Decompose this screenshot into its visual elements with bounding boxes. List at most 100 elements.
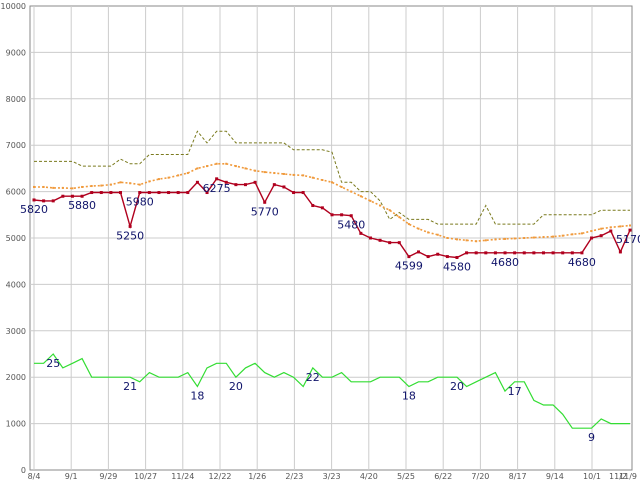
data-point [580,232,583,235]
data-point [70,194,74,198]
data-point [436,233,439,236]
data-point [340,213,344,217]
data-point [359,195,362,198]
x-tick-label: 11/2 [609,472,627,480]
data-point [119,181,122,184]
data-point [590,236,594,240]
data-point [522,251,526,255]
data-point [80,194,84,198]
series-line-avg_fast [34,163,631,243]
data-point [302,174,305,177]
data-point [513,251,517,255]
data-point [215,162,218,165]
data-point [388,241,392,245]
data-point [350,190,353,193]
data-point [311,176,314,179]
data-point [340,185,343,188]
y-tick-label: 5000 [6,234,26,243]
data-point [301,191,305,195]
data-point [561,234,564,237]
data-point [109,183,112,186]
data-label: 18 [402,389,416,402]
data-point [292,173,295,176]
data-point [282,172,285,175]
data-point [542,236,545,239]
data-point [493,251,497,255]
data-point [52,186,55,189]
data-point [417,227,420,230]
data-point [619,225,622,228]
y-tick-label: 7000 [6,141,26,150]
data-point [81,185,84,188]
data-label: 5770 [251,205,279,218]
x-tick-label: 5/25 [397,472,415,480]
data-point [331,181,333,184]
data-label: 17 [508,385,522,398]
data-point [282,185,286,189]
data-point [388,209,391,212]
data-point [455,238,458,241]
data-point [513,237,516,240]
y-tick-label: 6000 [6,188,26,197]
data-point [215,177,219,181]
x-tick-label: 12/22 [208,472,231,480]
data-point [61,194,65,198]
data-point [147,191,151,195]
data-point [225,162,228,165]
data-label: 5480 [337,219,365,232]
data-label: 18 [190,389,204,402]
data-point [609,229,613,233]
y-tick-label: 4000 [6,280,26,289]
x-tick-label: 9/14 [546,472,564,480]
series-line-volume [34,353,630,429]
x-tick-label: 9/1 [65,472,78,480]
data-point [243,183,247,187]
data-point [244,167,247,170]
data-point [320,206,324,210]
data-point [494,238,497,241]
data-point [272,183,276,187]
data-label: 25 [46,357,60,370]
data-point [196,167,199,170]
data-point [176,191,180,195]
data-point [436,252,440,256]
data-point [532,251,536,255]
data-point [61,186,64,189]
x-tick-label: 8/4 [28,472,41,480]
x-tick-label: 2/23 [285,472,303,480]
x-tick-label: 6/22 [434,472,452,480]
data-point [157,178,160,181]
data-point [407,223,410,226]
x-tick-label: 3/23 [323,472,341,480]
data-point [263,200,267,204]
data-point [234,183,238,187]
x-axis: 8/4 9/1 9/29 10/27 11/24 12/22 1/26 2/23 3/23 4/2… [28,472,637,480]
data-point [128,224,132,228]
data-point [532,236,535,239]
data-point [590,230,593,233]
data-label: 5170 [616,233,640,246]
data-point [503,251,507,255]
data-point [205,191,209,195]
data-label: 5980 [126,196,154,209]
data-point [426,255,430,259]
data-point [90,185,93,188]
y-tick-label: 8000 [6,95,26,104]
x-tick-label: 10/27 [134,472,157,480]
y-tick-label: 9000 [6,48,26,57]
data-point [138,183,141,186]
data-point [195,180,199,184]
x-tick-label: 11/24 [171,472,194,480]
x-tick-label: 4/20 [360,472,378,480]
data-label: 4599 [395,260,423,273]
data-point [369,199,372,202]
data-point [465,239,468,242]
data-point [417,250,421,254]
data-point [263,171,266,174]
data-label: 4680 [491,256,519,269]
data-point [311,204,315,208]
y-tick-label: 0 [21,466,26,475]
data-point [138,191,142,195]
data-point [397,241,401,245]
